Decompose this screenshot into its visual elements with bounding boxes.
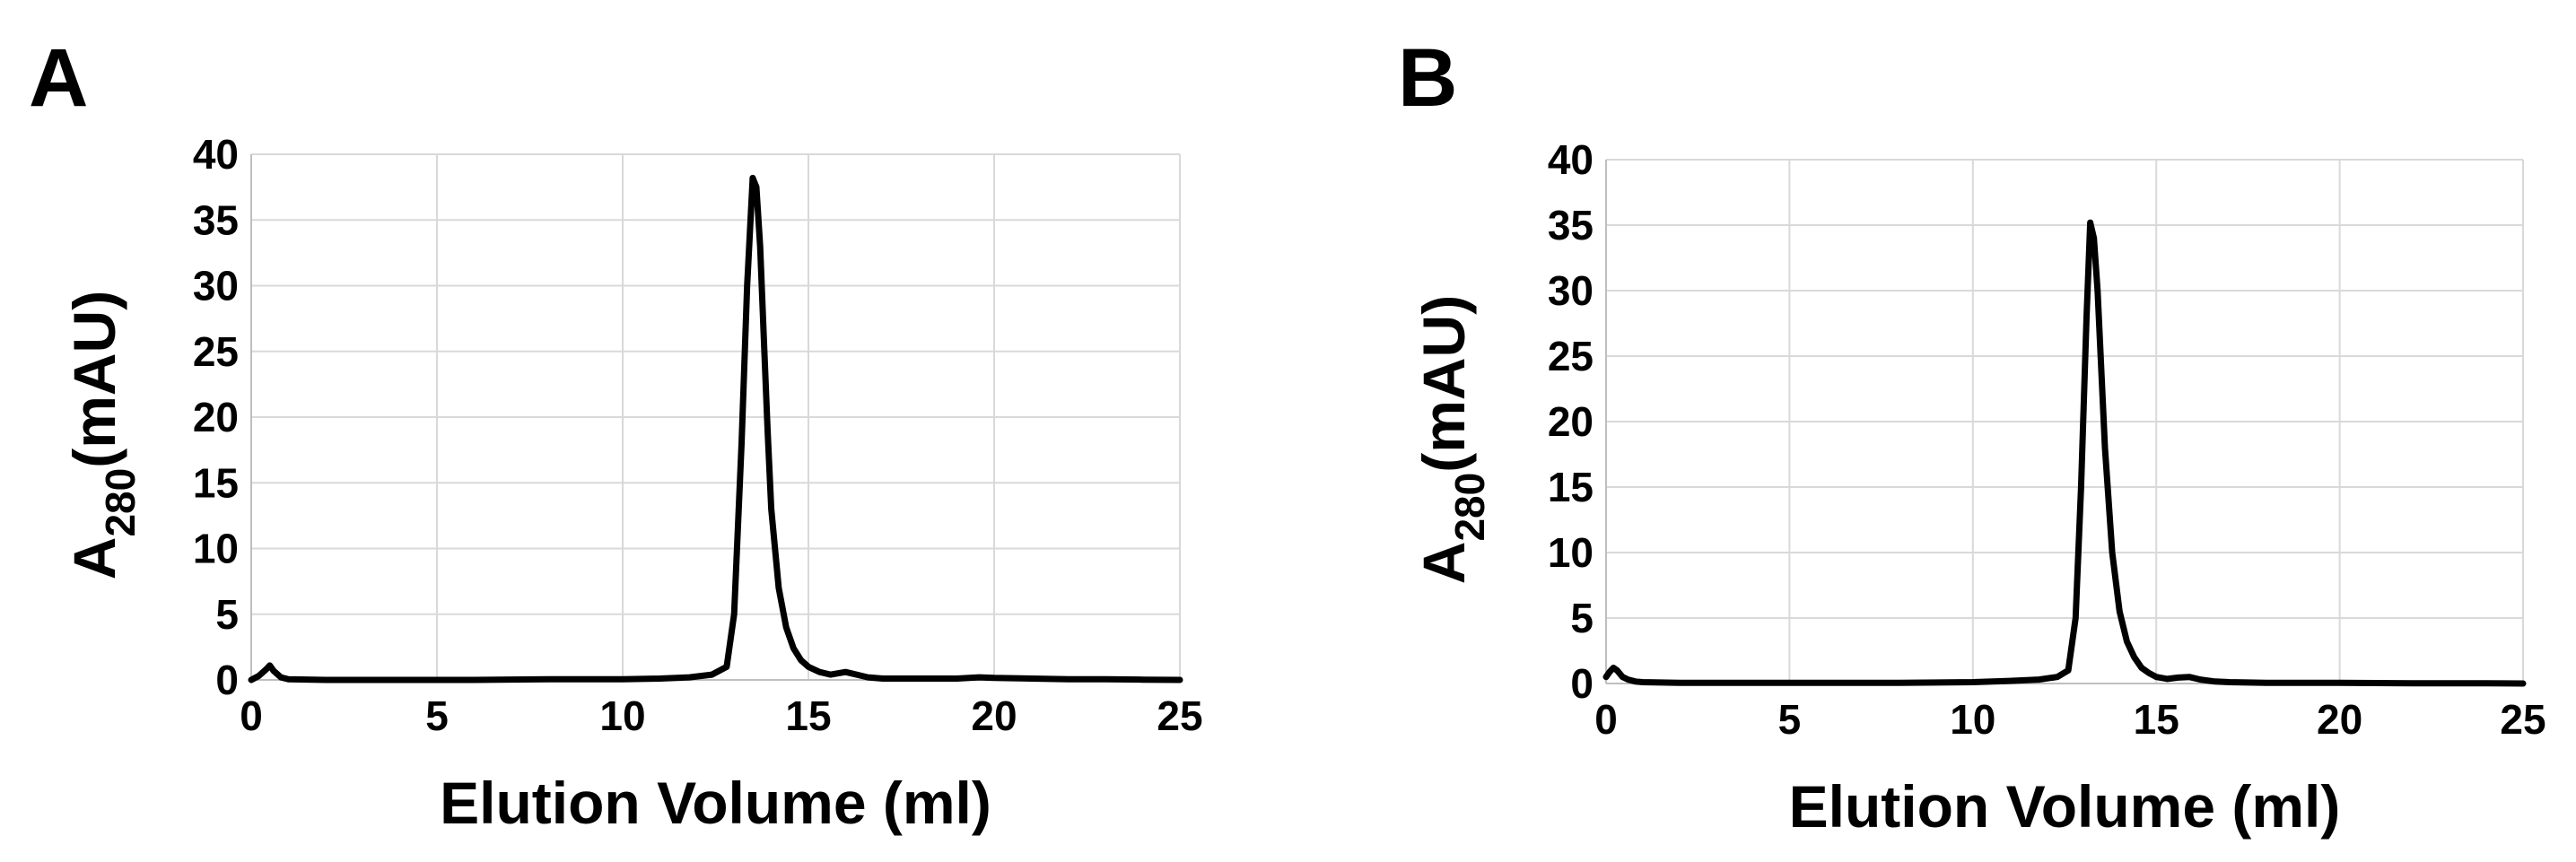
- panel-b-letter: B: [1398, 32, 1457, 124]
- panel-b-ytick-0: 0: [1570, 660, 1594, 707]
- panel-b-xtick-10: 10: [1950, 696, 1995, 743]
- panel-a-y-label-unit: (mAU): [61, 291, 127, 468]
- panel-a-x-label: Elution Volume (ml): [440, 770, 991, 836]
- panel-a-letter: A: [29, 32, 88, 124]
- panel-b-y-label-sub: 280: [1446, 473, 1493, 542]
- panel-a-ytick-35: 35: [193, 196, 239, 243]
- panel-a-ytick-5: 5: [215, 591, 239, 638]
- panel-b-ytick-40: 40: [1548, 136, 1594, 183]
- panel-b-trace-0: [1602, 219, 2527, 687]
- panel-a-trace-0: [248, 174, 1183, 684]
- panel-a-ytick-10: 10: [193, 526, 239, 572]
- panel-b-ytick-15: 15: [1548, 464, 1594, 510]
- panel-b-ytick-35: 35: [1548, 202, 1594, 248]
- panel-b-xtick-25: 25: [2500, 696, 2545, 743]
- panel-b: B 0 5 10 15 20 25 30 35 40 0 5 10 15 20 25 Elution Volum…: [1398, 32, 2546, 840]
- panel-b-ytick-25: 25: [1548, 333, 1594, 379]
- panel-a-xtick-15: 15: [785, 692, 831, 739]
- panel-b-ytick-30: 30: [1548, 267, 1594, 314]
- panel-a-ytick-25: 25: [193, 328, 239, 375]
- panel-b-y-label: A280(mAU): [1410, 295, 1493, 584]
- panel-b-xtick-20: 20: [2317, 696, 2362, 743]
- panel-a-ytick-40: 40: [193, 131, 239, 178]
- panel-a-ytick-30: 30: [193, 263, 239, 309]
- panel-a-y-label-main: A: [61, 537, 127, 580]
- panel-b-ytick-20: 20: [1548, 398, 1594, 445]
- panel-a-y-label: A280(mAU): [61, 291, 144, 579]
- panel-a-ytick-15: 15: [193, 459, 239, 506]
- panel-b-x-label: Elution Volume (ml): [1789, 773, 2341, 840]
- panel-a-xtick-10: 10: [599, 692, 645, 739]
- panel-b-ytick-10: 10: [1548, 529, 1594, 576]
- panel-a-xtick-20: 20: [971, 692, 1017, 739]
- panel-b-y-label-main: A: [1410, 542, 1477, 585]
- panel-a-xtick-5: 5: [425, 692, 449, 739]
- panel-a: A 0 5 10 15 20 25 30 35 40 0 5 10 15 20 25 Elution Volum…: [29, 32, 1203, 836]
- panel-a-xtick-0: 0: [240, 692, 263, 739]
- panel-b-xtick-5: 5: [1778, 696, 1802, 743]
- panel-a-ytick-0: 0: [215, 657, 239, 703]
- panel-b-xtick-15: 15: [2134, 696, 2179, 743]
- panel-a-xtick-25: 25: [1157, 692, 1202, 739]
- panel-b-ytick-5: 5: [1570, 595, 1594, 641]
- panel-a-y-label-sub: 280: [97, 468, 144, 537]
- panel-b-xtick-0: 0: [1594, 696, 1618, 743]
- panel-a-ytick-20: 20: [193, 394, 239, 440]
- panel-b-y-label-unit: (mAU): [1410, 295, 1477, 473]
